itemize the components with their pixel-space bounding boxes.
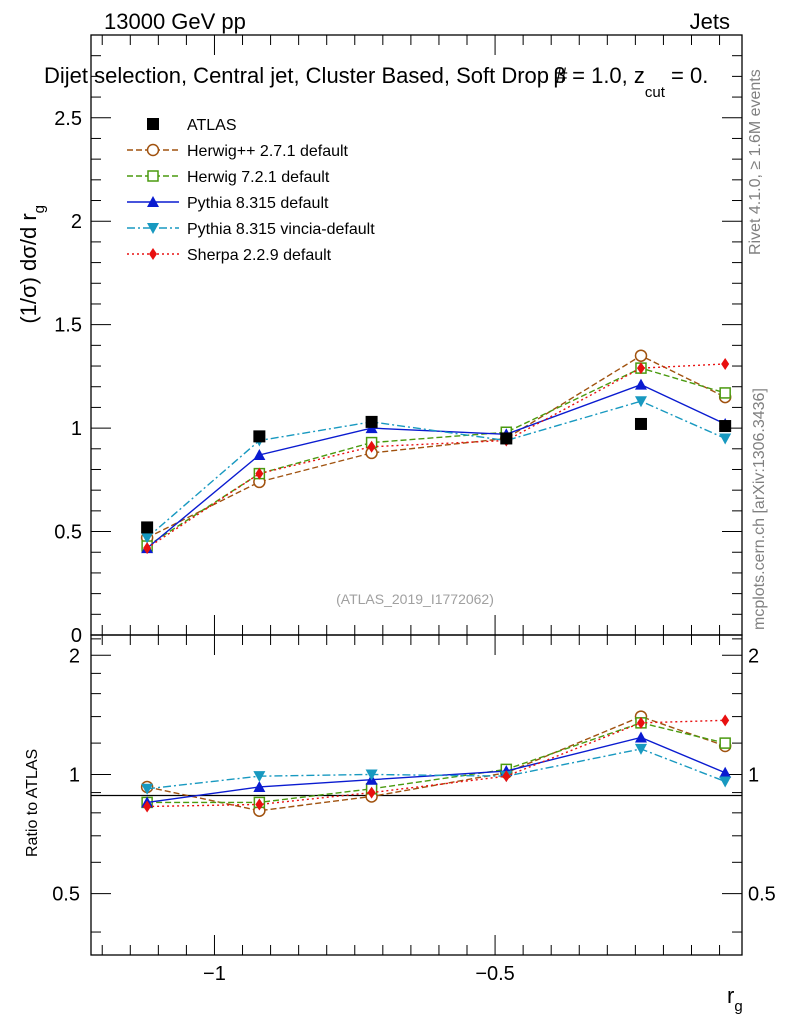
ratio-point-pythia-8-315-vincia-default	[365, 769, 378, 781]
legend-marker-pythia-8-315-default	[147, 196, 159, 207]
ratio-point-sherpa-2-2-9-default	[721, 714, 730, 727]
ratio-point-pythia-8-315-default	[719, 766, 732, 778]
main-axis-ticks: 0 0.5 1 1.5 2 2.5	[54, 55, 742, 647]
data-point-sherpa-2-2-9-default	[255, 467, 264, 480]
ratio-point-pythia-8-315-vincia-default	[141, 783, 154, 795]
ratio-series-layer	[140, 710, 732, 817]
selection-title-beta: β = 1.0, z	[553, 63, 645, 88]
x-tick-label: −1	[203, 963, 226, 985]
selection-title-zcut-sub: cut	[645, 84, 666, 101]
ratio-point-pythia-8-315-vincia-default	[634, 743, 647, 755]
ratio-point-pythia-8-315-default	[253, 780, 266, 792]
legend-marker-herwig-7-2-1-default	[147, 170, 159, 182]
legend-marker-pythia-8-315-vincia-default	[147, 223, 159, 234]
main-y-tick-label: 1.5	[54, 315, 82, 337]
data-point-atlas	[141, 521, 154, 534]
data-point-atlas	[719, 420, 732, 433]
ratio-point-pythia-8-315-vincia-default	[719, 776, 732, 788]
x-tick-label: −0.5	[475, 963, 514, 985]
mcplots-info: mcplots.cern.ch [arXiv:1306.3436]	[751, 388, 768, 630]
legend-label-atlas: ATLAS	[187, 117, 237, 134]
data-point-pythia-8-315-vincia-default	[634, 396, 647, 408]
ratio-y-tick-label: 1	[69, 764, 80, 786]
data-point-herwig-7-2-1-default	[719, 387, 731, 399]
data-point-atlas	[365, 415, 378, 428]
y-axis-label-main: (1/σ) dσ/d rg	[16, 205, 48, 324]
energy-label: 13000 GeV pp	[104, 9, 246, 34]
ratio-y-tick-label-right: 1	[748, 764, 759, 786]
ratio-line-herwig-7-2-1-default	[147, 722, 726, 804]
main-y-tick-label: 2.5	[54, 108, 82, 130]
data-point-pythia-8-315-default	[253, 449, 266, 460]
data-point-atlas	[500, 432, 513, 445]
main-y-tick-label: 0.5	[54, 522, 82, 544]
x-axis-label: rg	[727, 983, 743, 1015]
data-point-sherpa-2-2-9-default	[721, 357, 730, 370]
analysis-id: (ATLAS_2019_I1772062)	[336, 591, 494, 607]
data-point-pythia-8-315-vincia-default	[719, 433, 732, 445]
series-line-herwig-7-2-1-default	[146, 367, 726, 547]
ratio-point-sherpa-2-2-9-default	[143, 800, 152, 813]
legend-label-herwig-2-7-1-default: Herwig++ 2.7.1 default	[187, 143, 349, 160]
ratio-axis-ticks: 0.5 0.5 1 1 2 2	[52, 638, 776, 933]
data-point-herwig-2-7-1-default	[634, 349, 648, 362]
y-axis-label-main-sub: g	[31, 205, 48, 213]
legend-label-sherpa-2-2-9-default: Sherpa 2.2.9 default	[187, 247, 332, 264]
ratio-y-tick-label-right: 0.5	[748, 884, 776, 906]
data-point-sherpa-2-2-9-default	[143, 542, 152, 555]
series-line-pythia-8-315-default	[146, 383, 726, 549]
legend-label-herwig-7-2-1-default: Herwig 7.2.1 default	[187, 169, 330, 186]
legend: ATLAS Herwig++ 2.7.1 default Herwig 7.2.1 …	[127, 117, 375, 264]
data-point-atlas	[634, 417, 647, 430]
x-axis-label-text: r	[727, 983, 734, 1008]
legend-label-pythia-8-315-default: Pythia 8.315 default	[187, 195, 329, 212]
y-axis-label-ratio: Ratio to ATLAS	[24, 749, 41, 857]
main-y-tick-label: 2	[71, 211, 82, 233]
data-point-pythia-8-315-vincia-default	[141, 532, 154, 544]
ratio-point-sherpa-2-2-9-default	[502, 770, 511, 783]
data-point-atlas	[253, 430, 266, 443]
ratio-point-sherpa-2-2-9-default	[367, 786, 376, 799]
y-axis-label-main-text: (1/σ) dσ/d r	[16, 213, 41, 323]
legend-marker-atlas	[147, 118, 159, 130]
legend-marker-sherpa-2-2-9-default	[149, 248, 157, 260]
ratio-point-sherpa-2-2-9-default	[255, 798, 264, 811]
main-series-layer	[140, 349, 732, 555]
main-y-tick-label: 1	[71, 418, 82, 440]
data-point-sherpa-2-2-9-default	[636, 362, 645, 375]
data-point-pythia-8-315-default	[634, 378, 647, 390]
x-axis-label-sub: g	[734, 998, 742, 1015]
ratio-y-tick-label: 2	[69, 645, 80, 667]
ratio-y-tick-label-right: 2	[748, 645, 759, 667]
ratio-point-pythia-8-315-vincia-default	[253, 771, 266, 783]
ratio-line-herwig-2-7-1-default	[146, 715, 726, 812]
series-line-sherpa-2-2-9-default	[146, 363, 726, 549]
selection-title-main: Dijet selection, Central jet, Cluster Ba…	[44, 63, 568, 88]
selection-title-zcut-value: = 0.	[665, 63, 708, 88]
series-line-herwig-2-7-1-default	[146, 354, 726, 539]
selection-title: Dijet selection, Central jet, Cluster Ba…	[44, 63, 708, 101]
legend-marker-herwig-2-7-1-default	[146, 143, 160, 157]
category-label: Jets	[690, 9, 730, 34]
ratio-y-tick-label: 0.5	[52, 884, 80, 906]
ratio-line-sherpa-2-2-9-default	[147, 719, 726, 808]
main-y-tick-label: 0	[71, 625, 82, 647]
ratio-line-pythia-8-315-vincia-default	[147, 748, 726, 790]
ratio-point-pythia-8-315-default	[634, 731, 647, 743]
ratio-point-sherpa-2-2-9-default	[636, 716, 645, 729]
data-point-sherpa-2-2-9-default	[367, 440, 376, 453]
rivet-info: Rivet 4.1.0, ≥ 1.6M events	[747, 69, 764, 255]
x-axis-ticks: −1 −0.5	[101, 35, 721, 985]
ratio-point-herwig-7-2-1-default	[719, 737, 731, 749]
legend-label-pythia-8-315-vincia-default: Pythia 8.315 vincia-default	[187, 221, 375, 238]
series-line-pythia-8-315-vincia-default	[146, 400, 726, 539]
